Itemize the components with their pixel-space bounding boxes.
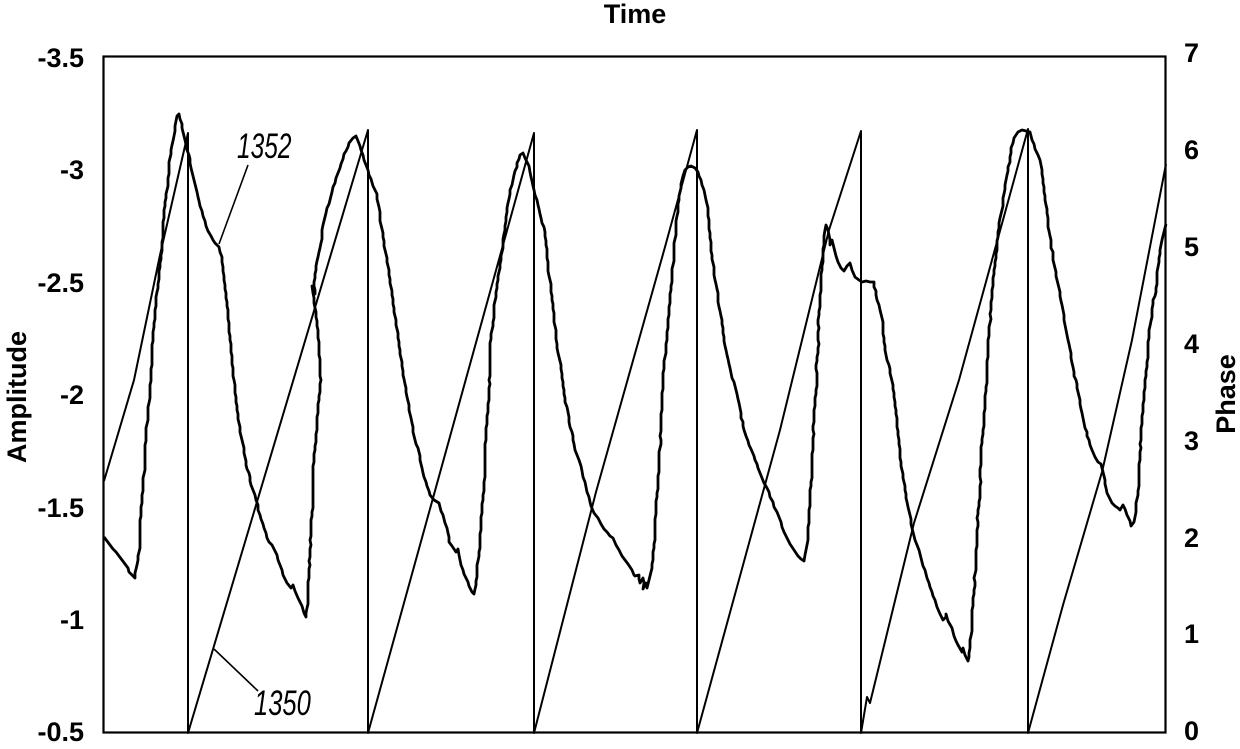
svg-text:Amplitude: Amplitude <box>2 331 32 463</box>
svg-text:-3: -3 <box>60 155 84 185</box>
svg-text:1352: 1352 <box>237 128 292 166</box>
svg-text:4: 4 <box>1184 329 1199 359</box>
svg-text:1350: 1350 <box>254 684 311 723</box>
svg-text:Phase: Phase <box>1211 354 1240 434</box>
svg-text:3: 3 <box>1184 426 1199 456</box>
svg-text:1: 1 <box>1184 619 1199 649</box>
svg-text:6: 6 <box>1184 135 1199 165</box>
svg-text:0: 0 <box>1184 716 1199 746</box>
svg-text:-2: -2 <box>60 380 84 410</box>
svg-text:-2.5: -2.5 <box>37 268 84 298</box>
svg-text:-1: -1 <box>60 605 84 635</box>
svg-text:2: 2 <box>1184 523 1199 553</box>
svg-text:5: 5 <box>1184 232 1199 262</box>
svg-text:-3.5: -3.5 <box>37 43 84 73</box>
svg-text:7: 7 <box>1184 38 1199 68</box>
svg-text:-1.5: -1.5 <box>37 493 84 523</box>
svg-text:-0.5: -0.5 <box>37 717 84 747</box>
svg-text:Time: Time <box>604 0 667 29</box>
